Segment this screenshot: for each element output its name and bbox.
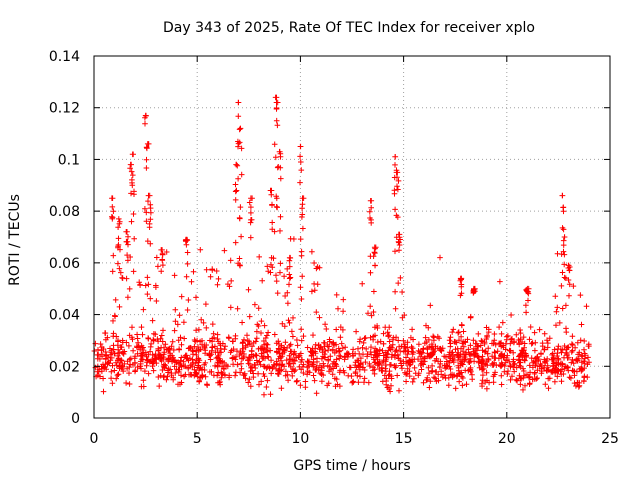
chart-title: Day 343 of 2025, Rate Of TEC Index for r… <box>163 20 535 36</box>
y-tick-label: 0.14 <box>49 49 80 65</box>
x-tick-label: 10 <box>291 431 309 447</box>
x-axis-label: GPS time / hours <box>293 458 410 474</box>
y-tick-label: 0.08 <box>49 204 80 220</box>
x-tick-label: 20 <box>498 431 516 447</box>
y-axis-label: ROTI / TECUs <box>7 194 23 286</box>
y-tick-label: 0 <box>71 411 80 427</box>
x-tick-label: 25 <box>601 431 619 447</box>
y-tick-labels: 0 0.02 0.04 0.06 0.08 0.1 0.12 0.14 <box>49 49 80 427</box>
x-tick-label: 0 <box>90 431 99 447</box>
plot-frame <box>93 55 611 419</box>
roti-series-markers <box>91 94 592 398</box>
y-tick-label: 0.06 <box>49 256 80 272</box>
x-tick-label: 15 <box>395 431 413 447</box>
y-tick-label: 0.02 <box>49 359 80 375</box>
y-tick-label: 0.1 <box>58 152 80 168</box>
data-points <box>91 94 592 398</box>
y-tick-label: 0.12 <box>49 101 80 117</box>
axis-ticks <box>93 55 611 419</box>
x-tick-label: 5 <box>193 431 202 447</box>
y-tick-label: 0.04 <box>49 308 80 324</box>
x-tick-labels: 0 5 10 15 20 25 <box>90 431 619 447</box>
